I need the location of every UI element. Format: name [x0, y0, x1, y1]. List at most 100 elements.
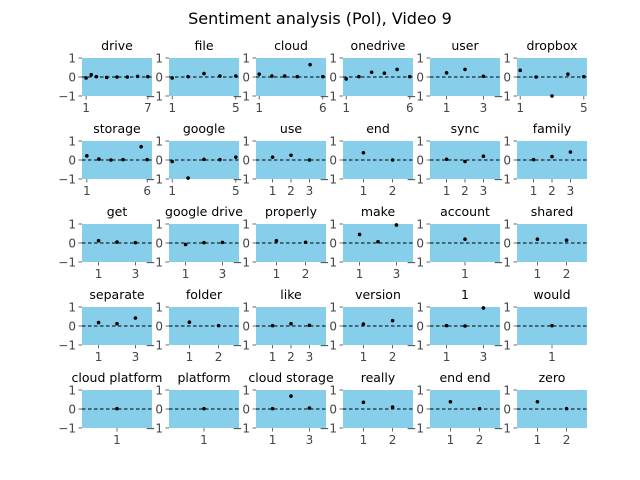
- data-point: [535, 399, 540, 404]
- panel-1: 1 −1 0 1 1 3: [406, 287, 500, 364]
- panel-background: [256, 224, 326, 262]
- data-point: [477, 406, 482, 411]
- y-tick-label: 0: [503, 403, 511, 417]
- data-point: [170, 76, 174, 80]
- y-tick-label: 0: [329, 154, 337, 168]
- y-tick-label: 1: [329, 52, 337, 66]
- data-point: [121, 157, 125, 162]
- panel-end-end: end end −1 0 1 1 2: [406, 370, 500, 447]
- y-tick-label: 0: [503, 237, 511, 251]
- x-tick-label: 1: [186, 350, 194, 364]
- y-tick-label: 1: [329, 218, 337, 232]
- x-tick-label: 2: [389, 433, 397, 447]
- x-tick-label: 3: [480, 350, 488, 364]
- data-point: [564, 238, 569, 242]
- x-tick-label: 1: [168, 184, 176, 198]
- x-tick-label: 2: [287, 350, 295, 364]
- y-tick-label: −1: [145, 339, 163, 353]
- x-tick-label: 3: [306, 184, 314, 198]
- panel-title: zero: [539, 370, 566, 385]
- data-point: [216, 323, 221, 328]
- data-point: [463, 67, 467, 72]
- panel-title: would: [533, 287, 570, 302]
- x-tick-label: 1: [360, 184, 368, 198]
- x-tick-label: 3: [393, 267, 401, 281]
- x-tick-label: 3: [567, 184, 575, 198]
- y-tick-label: 0: [503, 320, 511, 334]
- data-point: [270, 323, 275, 328]
- panel-title: google drive: [165, 204, 243, 219]
- y-tick-label: −1: [232, 173, 250, 187]
- data-point: [395, 67, 399, 72]
- panel-title: cloud storage: [248, 370, 334, 385]
- y-tick-label: 1: [155, 384, 163, 398]
- x-tick-label: 1: [360, 350, 368, 364]
- x-tick-label: 1: [95, 267, 103, 281]
- panel-background: [343, 390, 413, 428]
- x-tick-label: 2: [302, 267, 310, 281]
- data-point: [96, 320, 101, 325]
- data-point: [115, 406, 119, 411]
- data-point: [531, 157, 536, 162]
- panel-background: [82, 307, 152, 345]
- y-tick-label: 0: [416, 154, 424, 168]
- panel-title: version: [355, 287, 401, 302]
- x-tick-label: 1: [516, 101, 524, 115]
- y-tick-label: 0: [416, 237, 424, 251]
- data-point: [568, 150, 573, 154]
- y-tick-label: 0: [503, 154, 511, 168]
- x-tick-label: 6: [406, 101, 414, 115]
- x-tick-label: 2: [563, 433, 571, 447]
- data-point: [564, 406, 569, 411]
- panel-background: [256, 141, 326, 179]
- data-point: [463, 324, 467, 328]
- panel-background: [169, 307, 239, 345]
- data-point: [84, 76, 88, 80]
- x-tick-label: 2: [548, 184, 556, 198]
- x-tick-label: 6: [143, 184, 151, 198]
- panel-account: account −1 0 1 1: [406, 204, 500, 281]
- y-tick-label: 0: [329, 237, 337, 251]
- panel-background: [343, 307, 413, 345]
- y-tick-label: 1: [416, 135, 424, 149]
- panel-title: account: [440, 204, 490, 219]
- x-tick-label: 3: [306, 433, 314, 447]
- y-tick-label: −1: [319, 173, 337, 187]
- y-tick-label: −1: [232, 90, 250, 104]
- data-point: [394, 223, 399, 227]
- x-tick-label: 1: [342, 101, 350, 115]
- data-point: [109, 158, 113, 162]
- panel-title: get: [107, 204, 128, 219]
- data-point: [376, 239, 380, 244]
- y-tick-label: 0: [242, 154, 250, 168]
- data-point: [135, 74, 140, 79]
- data-point: [220, 240, 225, 245]
- x-tick-label: 6: [319, 101, 327, 115]
- y-tick-label: −1: [232, 422, 250, 436]
- y-tick-label: 0: [68, 154, 76, 168]
- y-tick-label: −1: [319, 90, 337, 104]
- y-tick-label: 0: [329, 320, 337, 334]
- x-tick-label: 3: [132, 267, 140, 281]
- data-point: [481, 306, 486, 310]
- y-tick-label: 0: [155, 403, 163, 417]
- panel-really: really −1 0 1 1 2: [319, 370, 413, 447]
- panel-title: use: [280, 121, 302, 136]
- data-point: [444, 157, 449, 162]
- data-point: [115, 321, 119, 326]
- x-tick-label: 1: [182, 267, 190, 281]
- y-tick-label: 0: [242, 71, 250, 85]
- data-point: [535, 237, 540, 241]
- panel-make: make −1 0 1 1 3: [319, 204, 413, 281]
- panel-title: cloud: [274, 38, 308, 53]
- x-tick-label: 5: [580, 101, 588, 115]
- data-point: [289, 321, 293, 326]
- panel-background: [343, 58, 413, 96]
- x-tick-label: 1: [113, 433, 121, 447]
- y-tick-label: 0: [155, 320, 163, 334]
- panel-storage: storage −1 0 1 1 6: [58, 121, 152, 198]
- x-tick-label: 1: [255, 101, 263, 115]
- data-point: [307, 158, 312, 162]
